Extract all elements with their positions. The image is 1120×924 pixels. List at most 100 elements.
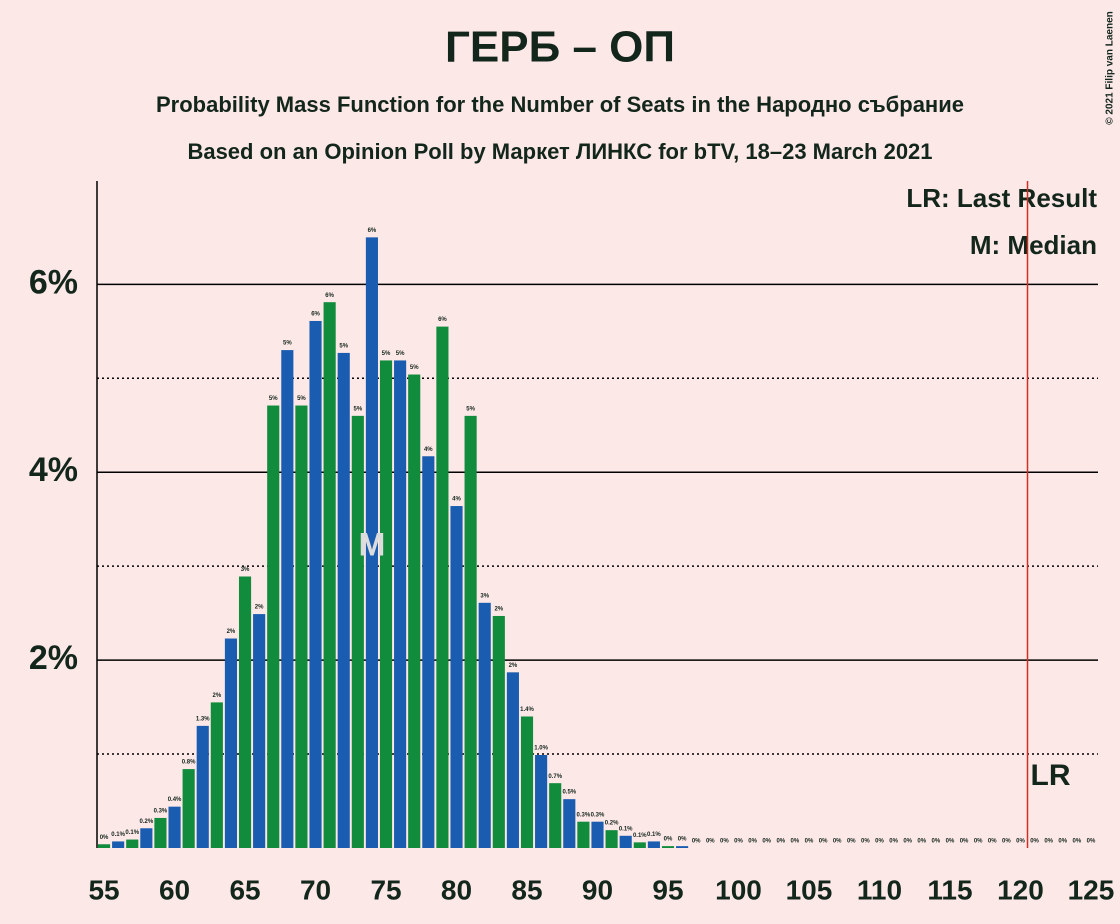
- data-label: 0%: [861, 839, 870, 845]
- last-result-label: LR: [1031, 759, 1071, 792]
- data-label: 0.7%: [548, 774, 562, 780]
- data-label: 6%: [325, 293, 334, 299]
- bar: [238, 576, 252, 848]
- data-label: 0%: [692, 839, 701, 845]
- data-label: 3%: [480, 593, 489, 599]
- data-label: 4%: [452, 497, 461, 503]
- bar: [563, 799, 576, 848]
- x-tick-label: 125: [1068, 874, 1115, 905]
- bar: [408, 374, 421, 848]
- data-label: 5%: [382, 351, 391, 357]
- x-tick-label: 110: [857, 874, 902, 905]
- data-label: 0%: [974, 839, 983, 845]
- data-label: 0%: [932, 839, 941, 845]
- data-label: 4%: [424, 447, 433, 453]
- x-tick-label: 95: [652, 874, 683, 905]
- bar: [549, 783, 562, 848]
- bar: [478, 602, 491, 848]
- data-label: 0.1%: [647, 832, 661, 838]
- data-label: 0.2%: [140, 819, 154, 825]
- credit: © 2021 Filip van Laenen: [1105, 11, 1116, 125]
- bar: [591, 821, 604, 848]
- data-label: 0%: [791, 839, 800, 845]
- data-label: 0%: [100, 835, 109, 841]
- data-label: 0%: [1073, 839, 1082, 845]
- data-label: 0%: [889, 839, 898, 845]
- data-label: 0%: [748, 839, 757, 845]
- bar: [337, 352, 350, 848]
- data-label: 0%: [1087, 839, 1096, 845]
- bar: [168, 806, 181, 848]
- bar: [577, 821, 590, 848]
- bar: [676, 846, 689, 848]
- bar: [323, 302, 336, 848]
- y-tick-label: 6%: [29, 263, 78, 301]
- bar: [492, 615, 505, 848]
- data-label: 0.4%: [168, 797, 182, 803]
- bar: [365, 237, 378, 848]
- data-label: 0%: [805, 839, 814, 845]
- bar: [196, 725, 209, 848]
- data-label: 0%: [875, 839, 884, 845]
- data-label: 0.1%: [111, 832, 125, 838]
- x-tick-label: 65: [229, 874, 260, 905]
- data-label: 0.3%: [154, 809, 168, 815]
- x-tick-label: 85: [511, 874, 542, 905]
- data-label: 0.3%: [577, 812, 591, 818]
- data-label: 5%: [283, 341, 292, 347]
- bar: [436, 326, 449, 848]
- data-label: 2%: [494, 607, 503, 613]
- y-tick-label: 4%: [29, 451, 78, 489]
- data-label: 5%: [297, 396, 306, 402]
- bar: [535, 754, 548, 848]
- bar: [224, 638, 237, 848]
- bar: [520, 716, 534, 848]
- x-tick-label: 115: [927, 874, 972, 905]
- data-label: 0%: [1002, 839, 1011, 845]
- data-label: 6%: [311, 312, 320, 318]
- data-label: 5%: [396, 351, 405, 357]
- bar: [351, 415, 364, 848]
- data-label: 5%: [339, 343, 348, 349]
- data-label: 0.1%: [633, 833, 647, 839]
- data-label: 0.1%: [125, 830, 139, 836]
- median-marker: M: [359, 526, 386, 562]
- data-label: 0%: [833, 839, 842, 845]
- data-label: 0%: [988, 839, 997, 845]
- x-tick-label: 120: [997, 874, 1044, 905]
- bar: [154, 817, 167, 848]
- bar: [661, 846, 675, 848]
- data-label: 0%: [776, 839, 785, 845]
- data-label: 6%: [438, 317, 447, 323]
- bar: [309, 320, 322, 848]
- data-label: 5%: [466, 406, 475, 412]
- x-tick-label: 55: [88, 874, 119, 905]
- bar: [112, 841, 125, 848]
- data-label: 0%: [903, 839, 912, 845]
- bar: [394, 360, 407, 848]
- data-label: 2%: [255, 605, 264, 611]
- data-label: 2%: [213, 693, 222, 699]
- data-label: 3%: [241, 567, 250, 573]
- data-label: 0%: [678, 837, 687, 843]
- data-label: 5%: [269, 396, 278, 402]
- bar: [633, 842, 646, 848]
- data-label: 2%: [227, 629, 236, 635]
- data-label: 6%: [368, 228, 377, 234]
- x-tick-label: 75: [370, 874, 401, 905]
- data-label: 0.1%: [619, 826, 633, 832]
- bar: [464, 415, 477, 848]
- data-label: 0%: [1058, 839, 1067, 845]
- bar: [97, 844, 111, 848]
- data-label: 0%: [917, 839, 926, 845]
- bar: [281, 350, 294, 848]
- legend-entry: M: Median: [970, 230, 1097, 260]
- data-label: 0.5%: [562, 790, 576, 796]
- x-tick-label: 90: [582, 874, 613, 905]
- data-label: 0%: [720, 839, 729, 845]
- data-label: 2%: [509, 663, 518, 669]
- bar: [422, 456, 435, 848]
- x-tick-label: 100: [715, 874, 762, 905]
- bar: [295, 405, 308, 848]
